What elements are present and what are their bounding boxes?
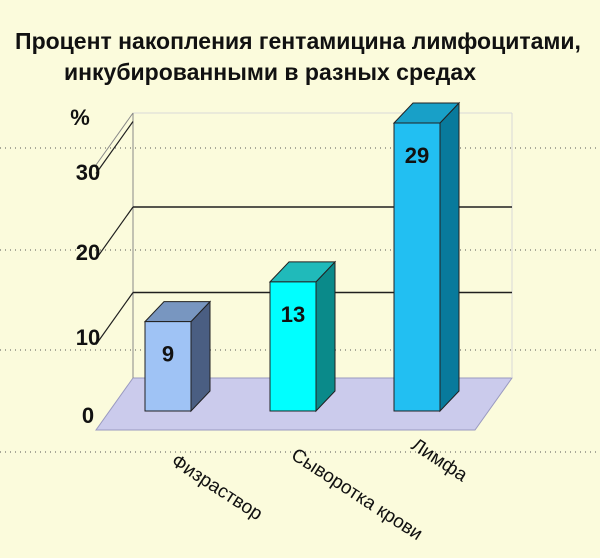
bar-1: 13 [268,260,337,413]
bar-2: 29 [392,101,461,413]
bar-front-face [269,281,317,412]
gridline-side-10 [95,292,134,345]
bar-front-face [144,321,192,412]
bar-data-label: 13 [281,302,305,327]
y-tick-label: 0 [82,403,94,428]
chart-title-line-2: инкубированными в разных средах [64,59,476,85]
y-tick-label: 20 [76,240,100,265]
category-label: Лимфа [407,435,471,487]
category-label: Сыворотка крови [287,445,426,545]
bar-data-label: 29 [405,143,429,168]
bar-side-face [439,101,460,413]
bar-side-face [315,260,336,413]
bar-data-label: 9 [162,342,174,367]
gridline-side-20 [95,206,134,260]
side-wall-top-edge [95,112,134,166]
gridline-side-30 [95,121,134,174]
y-tick-label: 10 [76,325,100,350]
y-tick-label: 30 [76,160,100,185]
bar-0: 9 [143,300,212,413]
bar-front-face [393,122,441,412]
chart-title-line-1: Процент накопления гентамицина лимфоцита… [15,28,581,54]
category-label: Физраствор [167,451,266,525]
y-axis-unit-label: % [70,105,90,130]
